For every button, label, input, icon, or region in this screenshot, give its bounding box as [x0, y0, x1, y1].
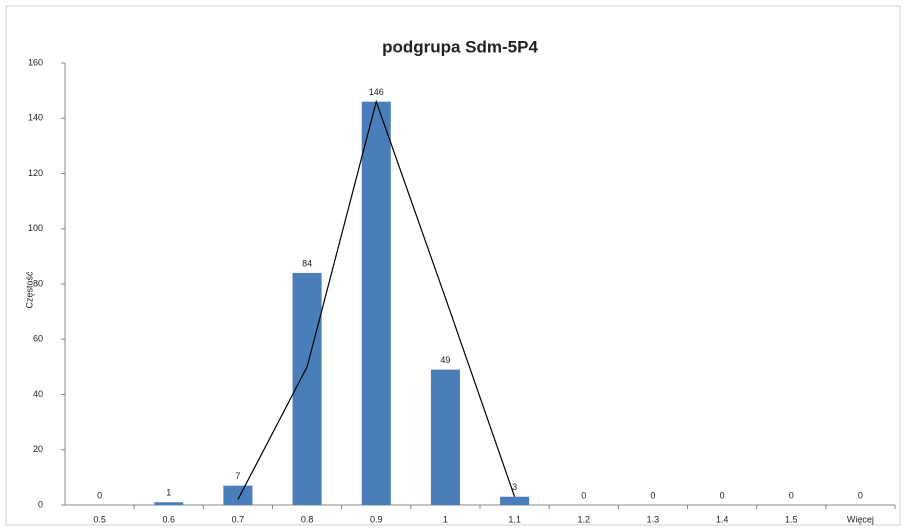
data-label: 0: [858, 490, 863, 500]
x-tick-label: Więcej: [847, 514, 874, 524]
data-label: 0: [650, 490, 655, 500]
data-label: 1: [166, 488, 171, 498]
x-tick-label: 1.5: [785, 514, 798, 524]
x-tick-label: 1.2: [577, 514, 590, 524]
x-tick-label: 0.6: [162, 514, 175, 524]
data-label: 84: [302, 258, 312, 268]
y-tick-label: 0: [38, 499, 43, 509]
bar: [154, 502, 184, 505]
data-label: 0: [789, 490, 794, 500]
chart-title: podgrupa Sdm-5P4: [382, 37, 538, 56]
bar: [292, 272, 322, 505]
data-label: 3: [512, 482, 517, 492]
y-tick-label: 60: [33, 334, 43, 344]
y-tick-label: 40: [33, 389, 43, 399]
x-tick-label: 1: [443, 514, 448, 524]
line: [237, 99, 516, 500]
x-tick-label: 1.3: [647, 514, 660, 524]
bar: [361, 101, 391, 506]
bar: [430, 369, 460, 505]
y-tick-label: 140: [28, 113, 43, 123]
bar: [500, 496, 530, 505]
data-label: 49: [440, 355, 450, 365]
data-label: 7: [235, 471, 240, 481]
x-tick-label: 1.4: [716, 514, 729, 524]
data-label: 0: [581, 490, 586, 500]
data-label: 0: [720, 490, 725, 500]
x-tick-label: 1.1: [508, 514, 521, 524]
x-tick-label: 0.9: [370, 514, 383, 524]
data-label: 0: [97, 490, 102, 500]
y-axis-label: Częstość: [24, 271, 34, 309]
bar: [223, 485, 253, 505]
y-tick-label: 20: [33, 444, 43, 454]
data-label: 146: [369, 87, 384, 97]
x-tick-label: 0.8: [301, 514, 314, 524]
x-tick-label: 0.5: [93, 514, 106, 524]
y-tick-label: 120: [28, 168, 43, 178]
x-tick-label: 0.7: [232, 514, 245, 524]
y-tick-label: 160: [28, 57, 43, 67]
y-tick-label: 80: [33, 278, 43, 288]
y-tick-label: 100: [28, 223, 43, 233]
